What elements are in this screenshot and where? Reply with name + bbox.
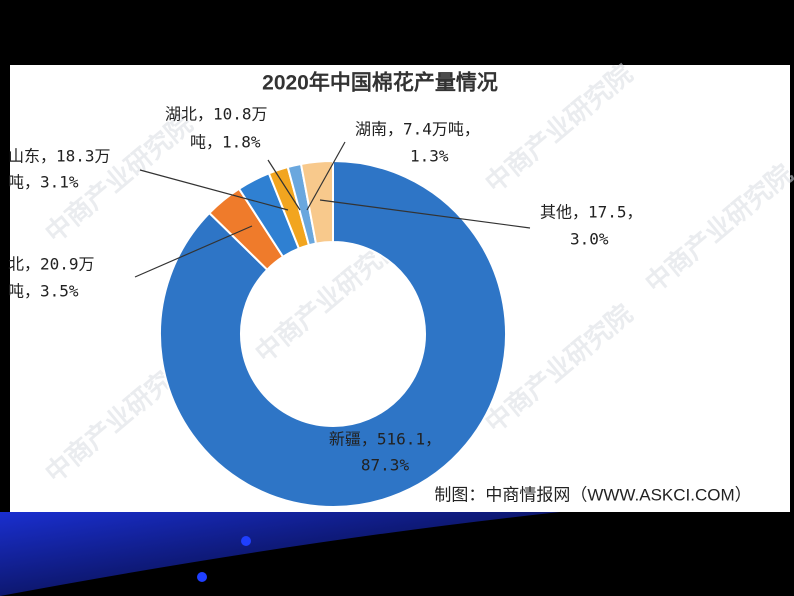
data-label: 湖北，10.8万 <box>165 105 268 124</box>
donut-segment <box>299 159 334 245</box>
decor-dot <box>197 572 207 582</box>
data-label: 吨，3.1% <box>8 173 79 192</box>
data-label: 山东，18.3万 <box>8 147 111 166</box>
leader-line <box>139 169 289 211</box>
chart-title: 2020年中国棉花产量情况 <box>262 71 498 95</box>
data-label: 湖南，7.4万吨， <box>355 120 480 139</box>
data-label: 北，20.9万 <box>8 255 95 274</box>
leader-line <box>134 225 253 278</box>
data-label: 87.3% <box>361 456 410 475</box>
donut-segment <box>159 159 507 508</box>
leader-line <box>319 199 531 229</box>
data-label: 新疆，516.1， <box>329 430 441 449</box>
leader-line <box>306 141 346 211</box>
leader-line <box>267 159 301 211</box>
data-label: 其他，17.5， <box>540 203 643 222</box>
source-note: 制图：中商情报网（WWW.ASKCI.COM） <box>434 485 751 504</box>
data-label: 吨，1.8% <box>190 133 261 152</box>
decor-band <box>0 512 560 596</box>
data-label: 吨，3.5% <box>8 282 79 301</box>
data-label: 1.3% <box>410 147 449 166</box>
data-label: 3.0% <box>570 230 609 249</box>
decor-dot <box>241 536 251 546</box>
